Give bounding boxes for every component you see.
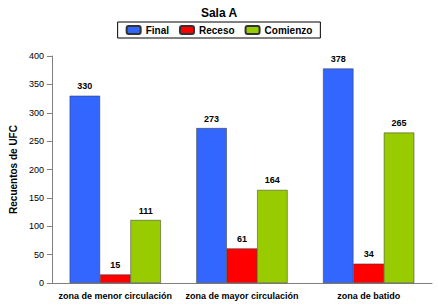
svg-text:273: 273 <box>204 114 219 124</box>
svg-text:378: 378 <box>331 54 346 64</box>
svg-text:50: 50 <box>34 250 44 260</box>
svg-text:Receso: Receso <box>199 25 235 36</box>
svg-text:zona de batido: zona de batido <box>337 291 401 301</box>
svg-text:Final: Final <box>146 25 170 36</box>
svg-text:100: 100 <box>29 221 44 231</box>
svg-text:zona de menor circulación: zona de menor circulación <box>58 291 172 301</box>
svg-text:150: 150 <box>29 193 44 203</box>
svg-text:111: 111 <box>139 206 153 216</box>
svg-text:61: 61 <box>237 234 247 244</box>
svg-text:Sala A: Sala A <box>201 6 238 20</box>
svg-text:400: 400 <box>29 51 44 61</box>
svg-text:200: 200 <box>29 165 44 175</box>
svg-text:300: 300 <box>29 108 44 118</box>
svg-text:250: 250 <box>29 136 44 146</box>
svg-text:265: 265 <box>392 118 407 128</box>
svg-text:34: 34 <box>364 249 374 259</box>
svg-text:zona de mayor circulación: zona de mayor circulación <box>185 291 298 301</box>
svg-text:Comienzo: Comienzo <box>265 25 313 36</box>
svg-text:350: 350 <box>29 79 44 89</box>
svg-text:330: 330 <box>77 81 92 91</box>
svg-text:164: 164 <box>265 175 280 185</box>
svg-text:15: 15 <box>110 260 120 270</box>
svg-text:0: 0 <box>39 278 44 288</box>
svg-text:Recuentos de UFC: Recuentos de UFC <box>8 125 19 214</box>
